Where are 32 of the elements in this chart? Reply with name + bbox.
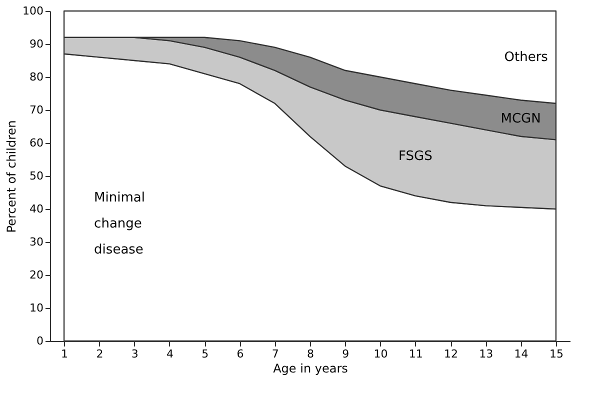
y-tick-label: 60	[30, 136, 44, 150]
y-tick-label: 10	[30, 302, 44, 314]
y-tick-label: 40	[30, 202, 44, 216]
x-tick-label: 1	[61, 348, 68, 360]
series-label: MCGN	[500, 111, 541, 126]
y-axis-title: Percent of children	[4, 120, 19, 233]
x-tick-label: 12	[444, 348, 458, 360]
x-tick-label: 15	[549, 348, 564, 360]
y-tick-label: 20	[30, 268, 44, 282]
x-tick-label: 8	[307, 348, 314, 360]
x-tick-label: 6	[236, 348, 244, 360]
x-tick-label: 10	[374, 348, 388, 360]
x-tick-label: 13	[479, 348, 494, 360]
y-tick-label: 100	[22, 4, 44, 18]
x-tick-label: 5	[202, 348, 209, 360]
y-tick-label: 30	[30, 236, 44, 248]
series-label: FSGS	[398, 149, 432, 164]
x-tick-label: 14	[514, 348, 528, 360]
x-tick-label: 11	[408, 348, 423, 360]
series-label: Minimal change disease	[94, 190, 145, 258]
y-tick-label: 90	[30, 38, 44, 50]
series-label: Others	[504, 50, 548, 66]
y-tick-label: 80	[30, 70, 44, 84]
x-tick-label: 3	[131, 348, 138, 360]
x-axis-title: Age in years	[273, 362, 348, 376]
y-tick-label: 70	[30, 104, 44, 116]
y-tick-label: 50	[30, 170, 44, 182]
x-tick-label: 2	[96, 348, 104, 360]
x-tick-label: 9	[342, 348, 350, 360]
x-tick-label: 7	[272, 348, 279, 360]
y-tick-label: 0	[36, 334, 44, 348]
x-tick-label: 4	[166, 348, 174, 360]
